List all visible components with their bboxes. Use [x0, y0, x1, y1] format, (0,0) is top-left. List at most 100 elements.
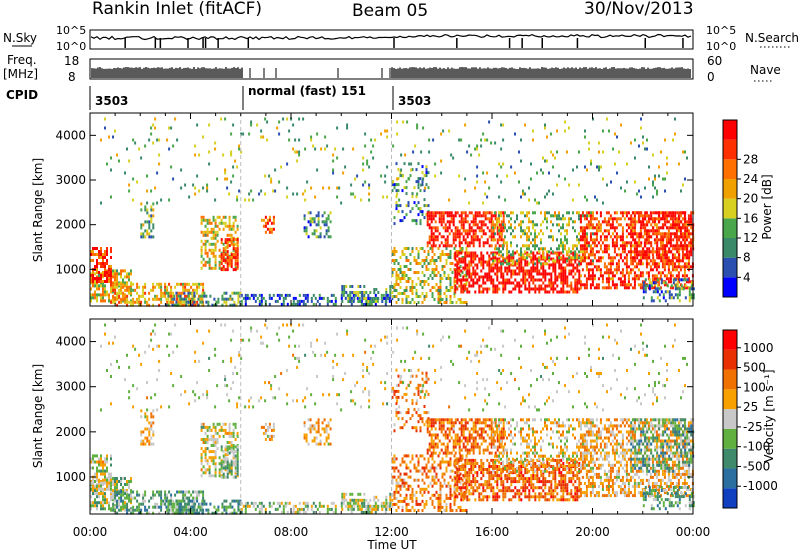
power-cell: [407, 201, 410, 205]
power-cell: [669, 244, 672, 248]
power-cell: [633, 226, 636, 230]
power-cell: [421, 213, 424, 217]
power-cell: [202, 288, 205, 292]
power-cell: [454, 263, 457, 267]
power-cell: [642, 226, 645, 230]
power-cell: [528, 238, 530, 242]
power-cell: [144, 229, 147, 233]
power-cell: [456, 260, 459, 264]
power-cell: [554, 281, 557, 285]
power-cell: [332, 293, 335, 297]
velocity-cell: [128, 499, 131, 503]
velocity-cell: [100, 507, 102, 511]
power-cell: [615, 253, 618, 257]
power-cell: [496, 257, 499, 261]
power-cell: [200, 282, 203, 286]
power-cell: [472, 232, 475, 236]
power-cell: [234, 230, 237, 234]
power-cell: [304, 296, 307, 300]
power-cell: [646, 147, 648, 151]
power-cell: [433, 298, 436, 301]
power-cell: [486, 290, 489, 294]
velocity-cell: [138, 493, 141, 497]
power-cell: [212, 236, 215, 240]
velocity-cell: [178, 505, 181, 509]
power-cell: [391, 297, 394, 300]
power-cell: [420, 183, 423, 187]
velocity-cell: [134, 496, 137, 500]
power-cell: [298, 150, 301, 154]
power-cell: [598, 150, 600, 154]
power-cell: [496, 220, 498, 224]
power-cell: [658, 253, 661, 257]
velocity-cell: [110, 457, 112, 461]
power-cell: [648, 232, 651, 236]
power-cell: [682, 232, 685, 236]
power-cell: [602, 150, 604, 154]
power-cell: [102, 262, 104, 265]
power-cell: [520, 211, 522, 215]
velocity-cell: [106, 466, 108, 470]
power-cell: [444, 244, 447, 248]
power-cell: [132, 300, 135, 304]
power-cell: [126, 300, 129, 304]
power-cell: [270, 180, 273, 184]
power-cell: [589, 283, 592, 287]
power-cell: [461, 301, 464, 304]
power-cell: [518, 259, 520, 263]
power-cell: [482, 244, 485, 248]
velocity-cell: [108, 507, 110, 511]
power-cell: [538, 256, 540, 260]
power-cell: [260, 129, 263, 133]
power-cell: [122, 278, 124, 282]
power-cell: [645, 250, 648, 254]
power-cell: [631, 232, 634, 236]
power-cell: [118, 296, 120, 300]
power-cell: [682, 217, 685, 221]
power-cell: [172, 144, 175, 148]
power-cell: [150, 126, 153, 130]
power-cell: [96, 284, 98, 288]
power-cell: [502, 287, 505, 291]
power-cell: [484, 281, 487, 285]
power-cell: [476, 263, 479, 267]
power-cell: [591, 226, 594, 230]
power-cell: [664, 299, 667, 303]
power-cell: [570, 217, 572, 221]
power-cell: [100, 284, 102, 288]
power-cell: [649, 259, 652, 263]
power-cell: [595, 211, 598, 215]
power-cell: [654, 250, 657, 254]
power-cell: [522, 220, 524, 224]
power-cell: [458, 272, 461, 276]
power-cell: [222, 153, 225, 157]
power-cell: [144, 208, 147, 212]
power-cell: [649, 286, 652, 290]
power-cell: [627, 217, 630, 221]
power-cell: [288, 138, 291, 142]
velocity-cell: [148, 499, 151, 503]
velocity-cell: [104, 478, 106, 482]
power-cell: [150, 217, 153, 221]
power-cell: [665, 232, 668, 236]
power-cell: [375, 288, 378, 291]
power-cell: [230, 153, 233, 157]
power-cell: [498, 250, 500, 254]
power-cell: [589, 277, 592, 281]
power-cell: [621, 259, 624, 263]
power-cell: [550, 214, 552, 218]
power-cell: [446, 235, 449, 239]
power-cell: [196, 291, 199, 295]
power-cell: [182, 303, 185, 307]
power-cell: [417, 256, 420, 259]
power-cell: [90, 293, 92, 297]
power-cell: [548, 250, 550, 254]
power-cell: [677, 280, 680, 284]
power-cell: [162, 294, 165, 298]
power-cell: [450, 153, 453, 157]
power-cell: [637, 274, 640, 278]
power-cell: [514, 287, 517, 291]
power-cell: [252, 198, 255, 202]
power-cell: [384, 129, 387, 133]
power-cell: [486, 275, 489, 279]
